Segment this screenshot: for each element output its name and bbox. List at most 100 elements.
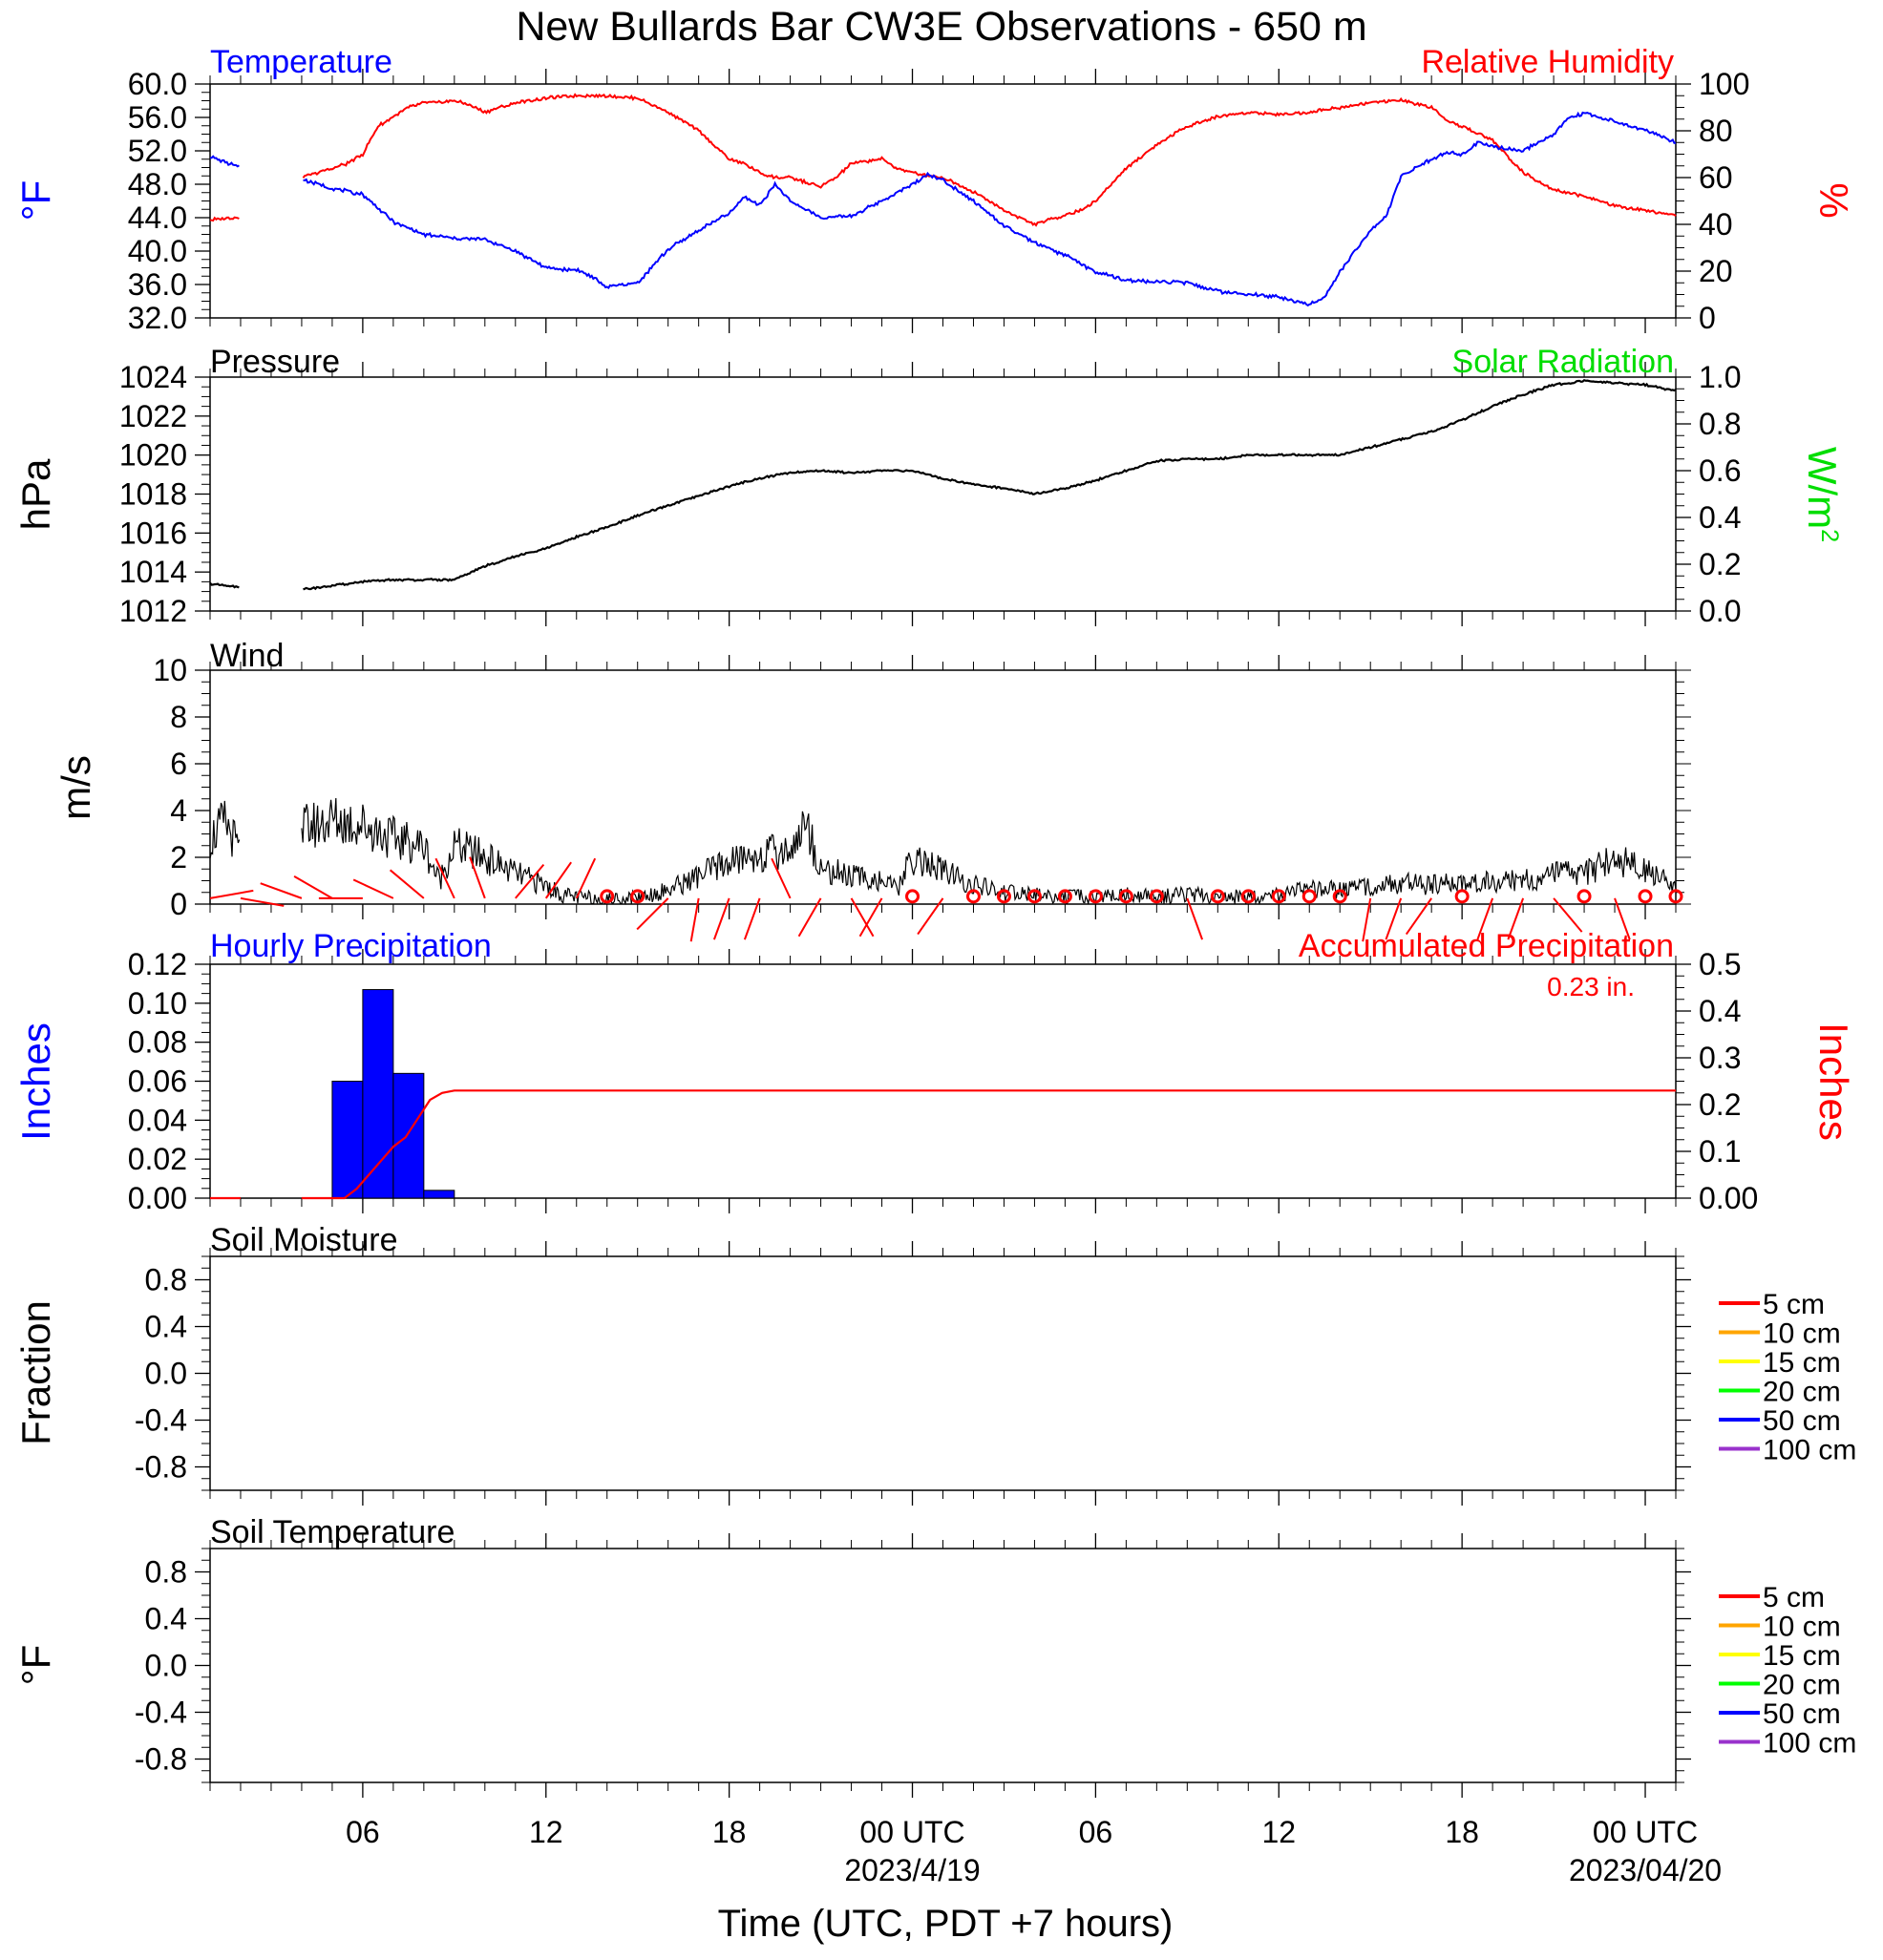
wind-calm-marker [965,889,981,904]
left-y-tick-label: -0.8 [135,1742,187,1777]
left-y-tick-label: 6 [170,747,187,781]
chart-title: New Bullards Bar CW3E Observations - 650… [516,4,1366,50]
left-y-tick-label: 1012 [119,594,187,628]
legend-label: 10 cm [1763,1318,1841,1350]
right-y-tick-label: 0 [1699,301,1716,335]
wind-calm-marker [600,889,615,904]
pressure-line [209,378,1677,591]
right-y-tick-label: 1.0 [1699,360,1741,394]
wind-barb [1186,897,1204,940]
right-y-tick-label: 0.8 [1699,407,1741,441]
left-y-tick-label: 1022 [119,399,187,433]
soil_moisture-frame [209,1255,1677,1491]
left-y-tick-label: 52.0 [128,134,187,168]
wind-calm-marker [1301,889,1317,904]
pressure-title: Pressure [210,344,340,380]
left-y-tick-label: 0.00 [128,1181,187,1215]
right-y-tick-label: 0.6 [1699,453,1741,488]
wind-barb [575,857,597,899]
left-y-tick-label: 1016 [119,516,187,550]
wind-speed-line [209,797,1677,906]
wind-calm-marker [1271,889,1286,904]
left-y-tick-label: -0.4 [135,1403,187,1438]
wind-barb [1362,897,1372,942]
temperature-line [209,111,1677,307]
wind-calm-marker [1240,889,1256,904]
wind-barb [917,897,944,936]
wind-barb [434,857,455,899]
wind-calm-marker [1210,889,1225,904]
wind-calm-marker [905,889,920,904]
left-y-tick-label: 10 [153,653,187,687]
left-y-tick-label: 0.8 [145,1263,187,1297]
wind-calm-marker [1638,889,1653,904]
wind-barb [469,856,486,899]
temperature-title: Temperature [210,44,392,80]
right-y-tick-label: 80 [1699,114,1733,148]
precip-right-unit: Inches [1811,1022,1856,1141]
wind-barb [858,897,883,938]
x-tick-label: 12 [1261,1815,1296,1849]
x-tick-label: 06 [1079,1815,1113,1849]
left-y-tick-label: -0.8 [135,1450,187,1485]
left-y-tick-label: 1014 [119,555,187,589]
left-y-tick-label: 32.0 [128,301,187,335]
left-y-tick-label: 56.0 [128,100,187,135]
wind-calm-marker [1088,889,1103,904]
solar-unit: W/m2 [1800,447,1845,542]
left-y-tick-label: 36.0 [128,267,187,302]
wind-title: Wind [210,638,284,674]
wind-calm-marker [1118,889,1133,904]
x-date-label: 2023/04/20 [1569,1853,1722,1887]
wind-calm-marker [1026,889,1042,904]
accum-precip-total: 0.23 in. [1547,972,1635,1001]
legend-label: 20 cm [1763,1377,1841,1408]
x-tick-label: 00 UTC [859,1815,964,1849]
left-y-tick-label: 0.04 [128,1103,187,1137]
soil_moisture-title: Soil Moisture [210,1222,398,1258]
panels-layer: 60.056.052.048.044.040.036.032.010080604… [13,44,1856,1887]
left-y-tick-label: 0.4 [145,1602,187,1636]
right-y-tick-label: 40 [1699,207,1733,242]
right-y-tick-label: 60 [1699,160,1733,195]
wind-barb [850,897,875,938]
precip-left-unit: Inches [13,1022,58,1141]
left-y-tick-label: 2 [170,840,187,875]
soil_temperature-frame [209,1548,1677,1783]
wind-barb [240,896,285,907]
x-tick-label: 06 [346,1815,380,1849]
left-y-tick-label: 8 [170,700,187,734]
right-y-tick-label: 0.2 [1699,1087,1741,1122]
humidity-line [209,93,1677,227]
wind-barb [712,897,730,940]
wind-calm-marker [1668,889,1683,904]
x-tick-label: 18 [1445,1815,1479,1849]
left-y-tick-label: 0.02 [128,1142,187,1176]
left-y-tick-label: 1024 [119,360,187,394]
wind-barb [389,869,425,899]
x-tick-label: 00 UTC [1593,1815,1698,1849]
wind-barb [352,878,394,899]
left-y-tick-label: 0.0 [145,1649,187,1683]
right-y-tick-label: 0.4 [1699,500,1741,535]
wind-calm-marker [1332,889,1347,904]
right-y-tick-label: 0.4 [1699,994,1741,1028]
left-y-tick-label: 0.0 [145,1357,187,1391]
left-y-tick-label: 0.10 [128,986,187,1021]
precip-frame [209,963,1677,1199]
wind-barb [743,897,761,940]
legend-label: 5 cm [1763,1289,1825,1320]
precip-panel: 0.12 0.10 0.08 0.06 0.04 0.02 0.00 0.5 0.4 0.3 0.2… [13,928,1856,1215]
legend-label: 20 cm [1763,1670,1841,1701]
wind-barb [1476,897,1494,940]
humidity-title: Relative Humidity [1421,44,1674,80]
right-y-tick-label: 0.0 [1699,594,1741,628]
wind-barb [1553,897,1583,933]
hourly-precip-bar [331,1081,364,1199]
wind-barb [797,897,822,938]
hourly-precip-bar [392,1072,425,1199]
wind-panel: 10 8 6 4 2 0 Wind m/s [53,638,1691,942]
left-y-tick-label: 0.8 [145,1555,187,1590]
x-tick-label: 12 [529,1815,563,1849]
wind-barb [1385,897,1403,940]
